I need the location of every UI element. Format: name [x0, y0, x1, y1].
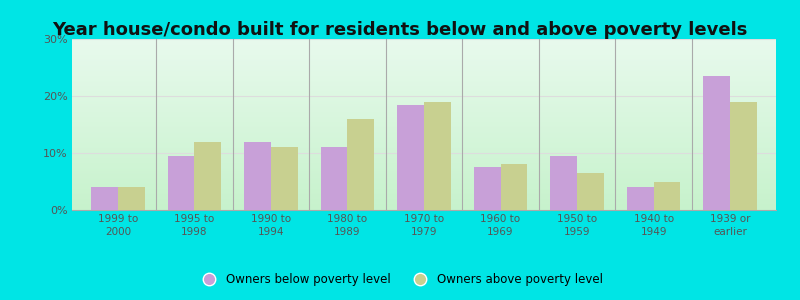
Bar [271, 147, 298, 210]
Bar [347, 119, 374, 210]
Bar [321, 147, 347, 210]
Bar [577, 173, 604, 210]
Bar [168, 156, 194, 210]
Bar [91, 187, 118, 210]
Bar [730, 102, 757, 210]
Bar [703, 76, 730, 210]
Bar [118, 187, 145, 210]
Bar [654, 182, 680, 210]
Bar [398, 105, 424, 210]
Legend: Owners below poverty level, Owners above poverty level: Owners below poverty level, Owners above… [193, 269, 607, 291]
Bar [501, 164, 527, 210]
Text: Year house/condo built for residents below and above poverty levels: Year house/condo built for residents bel… [52, 21, 748, 39]
Bar [244, 142, 271, 210]
Bar [626, 187, 654, 210]
Bar [194, 142, 222, 210]
Bar [550, 156, 577, 210]
Bar [474, 167, 501, 210]
Bar [424, 102, 450, 210]
